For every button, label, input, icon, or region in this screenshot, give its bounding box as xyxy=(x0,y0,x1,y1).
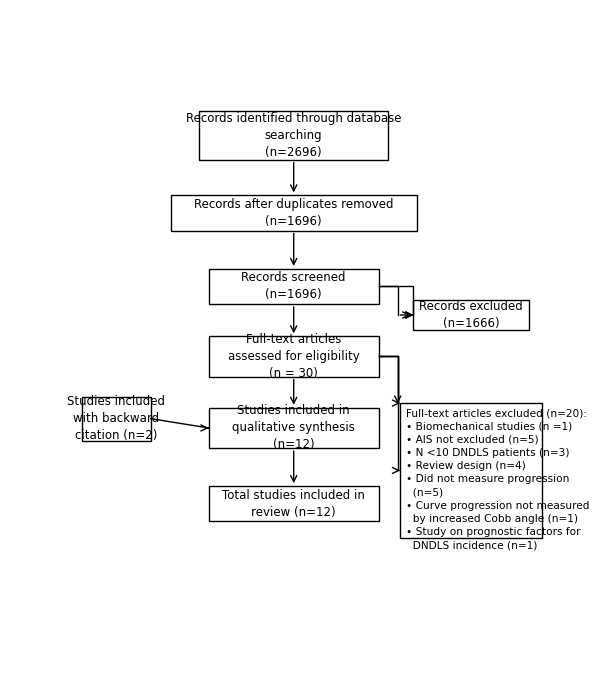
FancyBboxPatch shape xyxy=(209,336,379,377)
Text: Records identified through database
searching
(n=2696): Records identified through database sear… xyxy=(186,112,401,159)
Text: Records after duplicates removed
(n=1696): Records after duplicates removed (n=1696… xyxy=(194,198,393,228)
FancyBboxPatch shape xyxy=(209,486,379,521)
FancyBboxPatch shape xyxy=(171,195,417,231)
FancyBboxPatch shape xyxy=(413,300,529,330)
Text: Total studies included in
review (n=12): Total studies included in review (n=12) xyxy=(222,489,365,519)
Text: Records excluded
(n=1666): Records excluded (n=1666) xyxy=(419,300,523,330)
FancyBboxPatch shape xyxy=(82,396,151,441)
Text: Full-text articles
assessed for eligibility
(n = 30): Full-text articles assessed for eligibil… xyxy=(228,333,359,380)
FancyBboxPatch shape xyxy=(209,269,379,304)
Text: Studies included
with backward
citation (n=2): Studies included with backward citation … xyxy=(68,395,165,442)
Text: Studies included in
qualitative synthesis
(n=12): Studies included in qualitative synthesi… xyxy=(232,404,355,452)
FancyBboxPatch shape xyxy=(400,403,542,538)
Text: Full-text articles excluded (n=20):
• Biomechanical studies (n =1)
• AIS not exc: Full-text articles excluded (n=20): • Bi… xyxy=(406,409,589,551)
Text: Records screened
(n=1696): Records screened (n=1696) xyxy=(242,271,346,302)
FancyBboxPatch shape xyxy=(199,110,388,160)
FancyBboxPatch shape xyxy=(209,408,379,448)
